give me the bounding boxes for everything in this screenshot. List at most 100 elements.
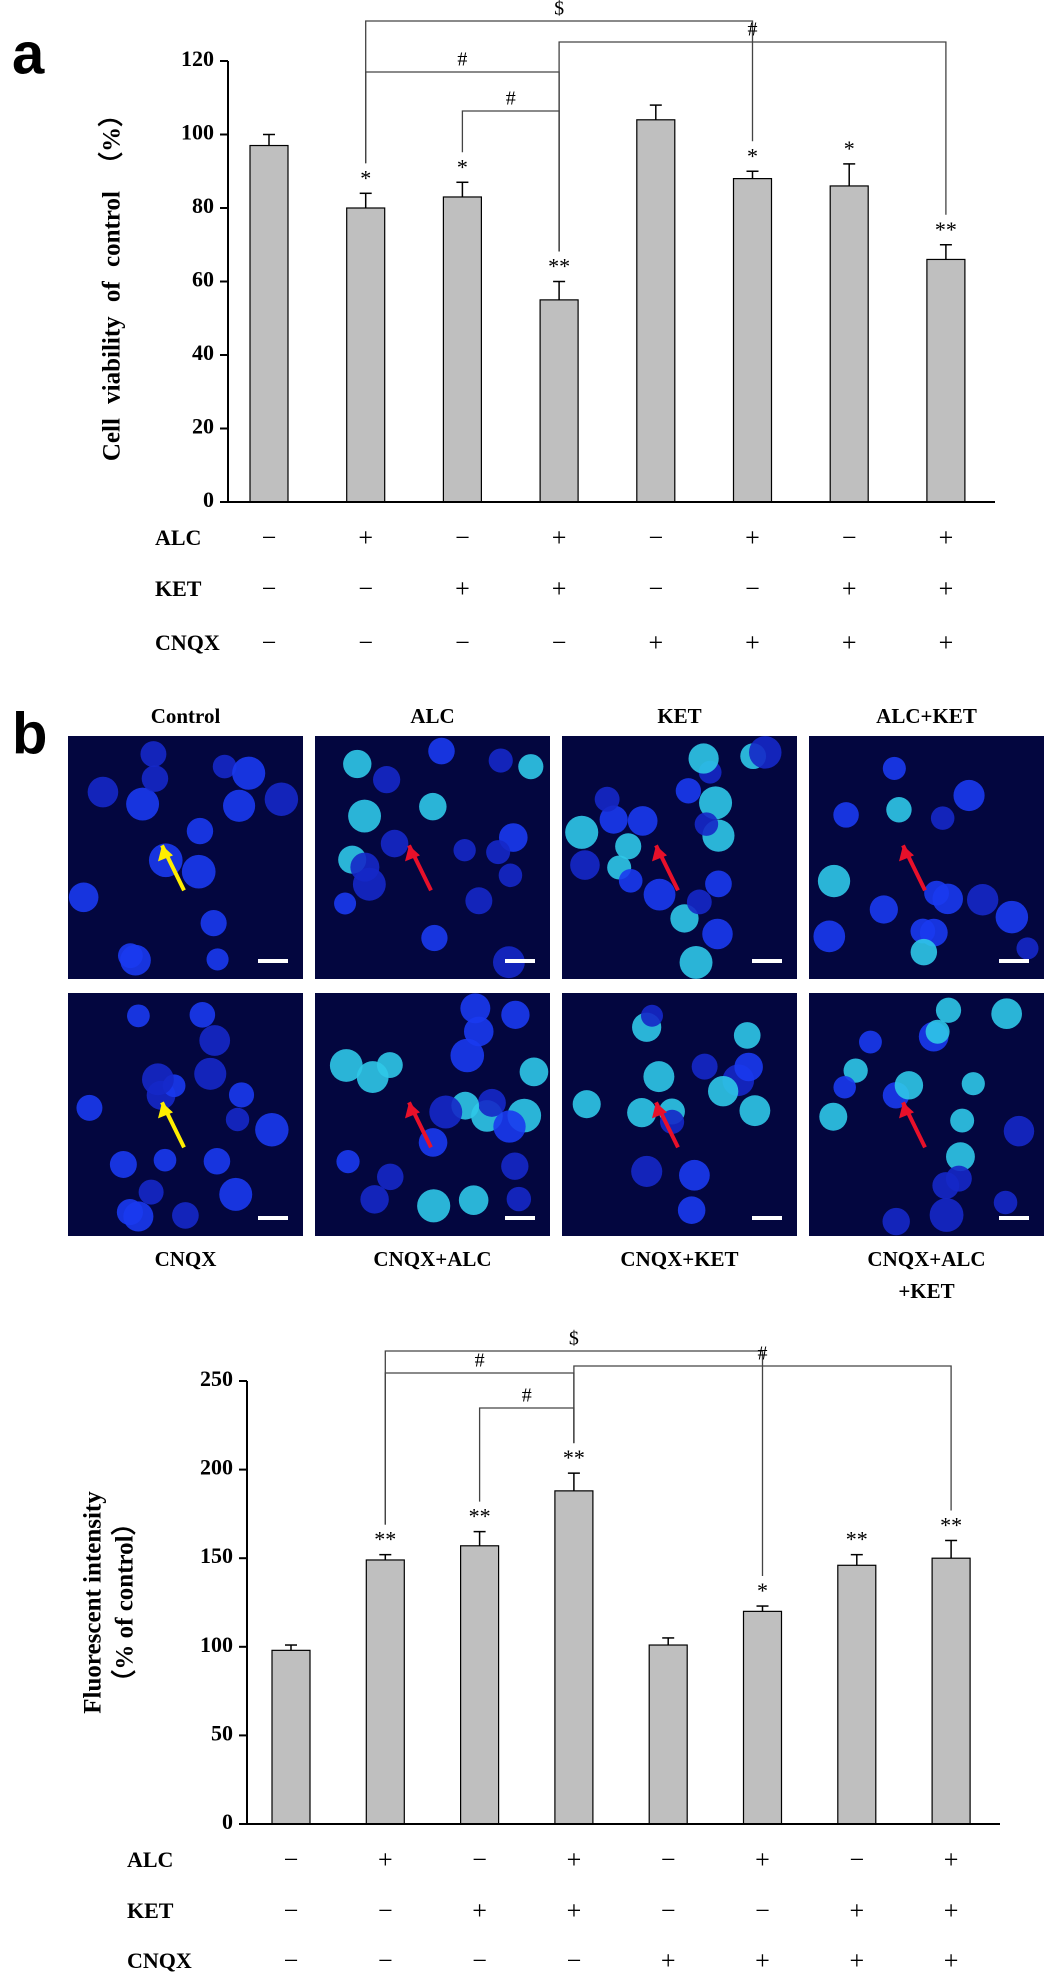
nucleus [813, 920, 846, 953]
nucleus [615, 833, 642, 860]
nucleus [894, 1071, 924, 1100]
condition-sign: + [358, 523, 373, 552]
nucleus [819, 1102, 848, 1131]
comparison-label: $ [554, 0, 564, 20]
bar [442, 196, 482, 503]
error-bar [456, 181, 469, 197]
condition-sign: − [661, 1896, 676, 1925]
micrograph [562, 736, 797, 979]
condition-sign: − [358, 574, 373, 603]
error-bar [939, 244, 952, 260]
micrograph-label: Control [151, 704, 221, 728]
nucleus [935, 997, 962, 1023]
condition-sign: + [567, 1896, 582, 1925]
comparison-label: $ [569, 1328, 579, 1350]
nucleus [886, 797, 912, 823]
condition-sign: − [472, 1845, 487, 1874]
micrograph [68, 736, 303, 979]
bar [636, 119, 676, 503]
significance: * [747, 143, 758, 168]
condition-name: KET [127, 1898, 174, 1923]
nucleus [203, 1147, 231, 1175]
condition-sign: + [567, 1845, 582, 1874]
micrograph [68, 993, 303, 1236]
nucleus [679, 945, 713, 979]
significance: * [844, 136, 855, 161]
nucleus [199, 1025, 231, 1056]
nucleus [833, 1076, 856, 1099]
condition-sign: + [378, 1845, 393, 1874]
condition-sign: + [842, 628, 857, 657]
condition-name: CNQX [155, 630, 220, 655]
nucleus [930, 806, 955, 830]
nucleus [172, 1202, 199, 1229]
comparison-label: # [457, 49, 467, 71]
micrograph-label: CNQX+ALC [373, 1247, 491, 1271]
nucleus [882, 1207, 910, 1236]
condition-sign: − [661, 1845, 676, 1874]
nucleus [212, 754, 237, 779]
panel-label: b [12, 701, 47, 766]
nucleus [643, 1061, 675, 1093]
y-tick-label: 40 [192, 340, 214, 365]
nucleus [380, 829, 409, 858]
nucleus [734, 1052, 763, 1082]
condition-sign: − [745, 574, 760, 603]
condition-sign: + [552, 523, 567, 552]
bar [460, 1545, 500, 1825]
nucleus [677, 1196, 706, 1224]
significance: ** [548, 254, 570, 279]
significance: ** [846, 1527, 868, 1552]
comparison-bracket [573, 1365, 952, 1511]
nucleus [627, 806, 658, 836]
arrow-head [899, 1102, 914, 1119]
condition-name: CNQX [127, 1948, 192, 1973]
nucleus [458, 1185, 489, 1216]
arrow-head [652, 1102, 667, 1119]
condition-sign: + [849, 1896, 864, 1925]
nucleus [453, 839, 476, 862]
nucleus [679, 1159, 710, 1191]
condition-sign: + [939, 574, 954, 603]
nucleus [688, 743, 719, 774]
bar [249, 144, 289, 503]
nucleus [925, 1019, 950, 1044]
nucleus [660, 1109, 685, 1134]
nucleus [501, 1000, 530, 1030]
error-bar [649, 104, 662, 120]
nucleus [336, 1150, 360, 1174]
nucleus [932, 883, 963, 915]
nucleus [486, 840, 511, 865]
error-bar [553, 280, 566, 300]
y-tick-label: 120 [181, 46, 214, 71]
nucleus [748, 736, 782, 769]
error-bar [473, 1530, 486, 1546]
nucleus [843, 1058, 868, 1083]
nucleus [519, 1057, 549, 1087]
condition-sign: + [745, 628, 760, 657]
nucleus [572, 1090, 601, 1119]
condition-sign: − [849, 1845, 864, 1874]
comparison-label: # [506, 88, 516, 110]
nucleus [123, 1201, 154, 1232]
nucleus [991, 998, 1022, 1030]
significance: * [757, 1578, 768, 1603]
nucleus [817, 864, 851, 898]
condition-sign: − [472, 1946, 487, 1975]
error-bar [850, 1553, 863, 1566]
y-tick-label: 250 [200, 1366, 233, 1391]
nucleus [859, 1030, 882, 1054]
nucleus [910, 938, 938, 966]
condition-sign: + [939, 628, 954, 657]
arrow-head [158, 1102, 173, 1119]
nucleus [87, 776, 119, 808]
condition-sign: + [842, 574, 857, 603]
nucleus [1003, 1115, 1035, 1147]
nucleus [232, 756, 266, 790]
nucleus [477, 1088, 506, 1117]
nucleus [348, 799, 382, 833]
significance: ** [940, 1513, 962, 1538]
significance: * [457, 154, 468, 179]
arrow-head [158, 845, 173, 862]
